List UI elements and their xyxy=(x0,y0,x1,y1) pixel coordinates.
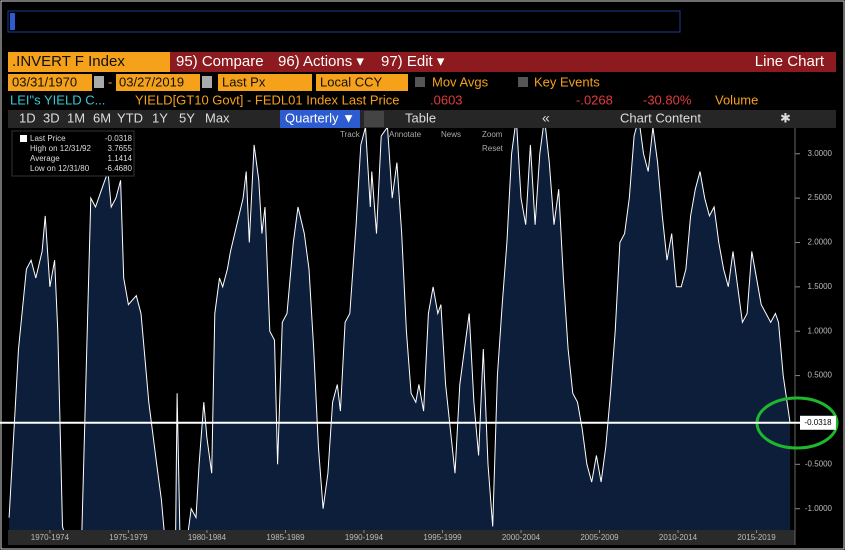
y-tick-label: 3.0000 xyxy=(808,149,833,158)
stat-label: Last Price xyxy=(30,134,66,143)
chart-mode[interactable]: Line Chart xyxy=(755,53,825,70)
ticker-box[interactable] xyxy=(8,52,170,72)
mov-avgs[interactable]: Mov Avgs xyxy=(432,74,489,89)
area xyxy=(9,128,791,530)
line xyxy=(8,128,791,530)
currency: Local CCY xyxy=(320,74,382,89)
x-tick-label: 2005-2009 xyxy=(580,533,619,542)
settings-icon[interactable]: ✱ xyxy=(780,110,791,125)
cursor xyxy=(10,13,15,30)
y-tick-label: -0.5000 xyxy=(805,459,833,468)
period-button[interactable]: 1M xyxy=(67,110,85,125)
y-tick-label: 2.0000 xyxy=(808,238,833,247)
actions-menu[interactable]: 96) Actions ▾ xyxy=(278,53,364,70)
plot-area xyxy=(8,128,791,530)
news-button[interactable]: News xyxy=(441,130,461,139)
x-tick-label: 1970-1974 xyxy=(31,533,70,542)
y-tick-label: 1.0000 xyxy=(808,326,833,335)
toolbar xyxy=(8,110,836,128)
table-button[interactable]: Table xyxy=(405,110,436,125)
x-tick-label: 2000-2004 xyxy=(502,533,541,542)
compare-menu[interactable]: 95) Compare xyxy=(176,53,264,70)
x-tick-label: 2010-2014 xyxy=(659,533,698,542)
edit-menu[interactable]: 97) Edit ▾ xyxy=(381,53,445,70)
change: -.0268 xyxy=(576,92,613,107)
last-value-flag xyxy=(800,415,836,430)
stat-value: -0.0318 xyxy=(105,134,133,143)
currency-select[interactable] xyxy=(316,74,408,91)
annotate-button[interactable]: Annotate xyxy=(389,130,422,139)
stats-box xyxy=(11,130,135,177)
period-button[interactable]: 1D xyxy=(19,110,36,125)
stat-value: -6.4680 xyxy=(105,164,133,173)
stat-label: High on 12/31/92 xyxy=(30,144,91,153)
frequency: Quarterly ▼ xyxy=(285,110,355,125)
axes: -1.0000 -0.5000 0.5000 1.0000 1.5000 2.0000 2.… xyxy=(31,128,833,545)
x-axis-band xyxy=(8,530,795,545)
stat-value: 3.7655 xyxy=(108,144,133,153)
period-buttons: 1D 3D 1M 6M YTD 1Y 5Y Max xyxy=(19,110,230,125)
y-tick-label: -1.0000 xyxy=(805,504,833,513)
zoom-button[interactable]: Zoom xyxy=(482,130,503,139)
stats: Last Price -0.0318 High on 12/31/92 3.7655 A… xyxy=(20,134,133,173)
menu-bar xyxy=(170,52,836,72)
y-tick-label: 1.5000 xyxy=(808,282,833,291)
start-date-field[interactable] xyxy=(8,74,92,91)
calendar-icon[interactable] xyxy=(202,76,212,88)
period-button[interactable]: 6M xyxy=(93,110,111,125)
x-tick-label: 1975-1979 xyxy=(109,533,148,542)
stat-label: Low on 12/31/80 xyxy=(30,164,90,173)
command-line[interactable] xyxy=(7,10,681,33)
stat-label: Average xyxy=(30,154,60,163)
period-button[interactable]: YTD xyxy=(117,110,143,125)
period-button[interactable]: 1Y xyxy=(152,110,168,125)
series-description: YIELD[GT10 Govt] - FEDL01 Index Last Pri… xyxy=(135,92,399,107)
period-button[interactable]: 3D xyxy=(43,110,60,125)
last-value-label: -0.0318 xyxy=(804,418,832,427)
field: Last Px xyxy=(222,74,266,89)
date-dash: - xyxy=(108,74,112,89)
line-icon[interactable] xyxy=(364,111,384,127)
reset-button[interactable]: Reset xyxy=(482,144,504,153)
chart-content-button[interactable]: Chart Content xyxy=(620,110,701,125)
calendar-icon[interactable] xyxy=(94,76,104,88)
ticker: .INVERT F Index xyxy=(12,53,125,70)
x-tick-label: 1980-1984 xyxy=(188,533,227,542)
end-date: 03/27/2019 xyxy=(119,74,184,89)
start-date: 03/31/1970 xyxy=(12,74,77,89)
volume: Volume xyxy=(715,92,758,107)
stat-swatch xyxy=(20,135,27,142)
change-percent: -30.80% xyxy=(643,92,692,107)
key-events[interactable]: Key Events xyxy=(534,74,600,89)
frequency-button[interactable] xyxy=(280,110,360,128)
x-tick-label: 2015-2019 xyxy=(737,533,776,542)
checkbox[interactable] xyxy=(415,77,425,87)
field-select[interactable] xyxy=(218,74,312,91)
track-button[interactable]: Track xyxy=(340,130,361,139)
stat-value: 1.1414 xyxy=(108,154,133,163)
y-tick-label: 2.5000 xyxy=(808,193,833,202)
series-name: LEI"s YIELD C... xyxy=(10,92,105,107)
period-button[interactable]: Max xyxy=(205,110,230,125)
checkbox[interactable] xyxy=(518,77,528,87)
period-button[interactable]: 5Y xyxy=(179,110,195,125)
x-tick-label: 1990-1994 xyxy=(345,533,384,542)
x-tick-label: 1995-1999 xyxy=(423,533,462,542)
last-value: .0603 xyxy=(430,92,463,107)
y-tick-label: 0.5000 xyxy=(808,371,833,380)
end-date-field[interactable] xyxy=(116,74,200,91)
collapse-icon[interactable]: « xyxy=(542,110,550,126)
x-tick-label: 1985-1989 xyxy=(266,533,305,542)
